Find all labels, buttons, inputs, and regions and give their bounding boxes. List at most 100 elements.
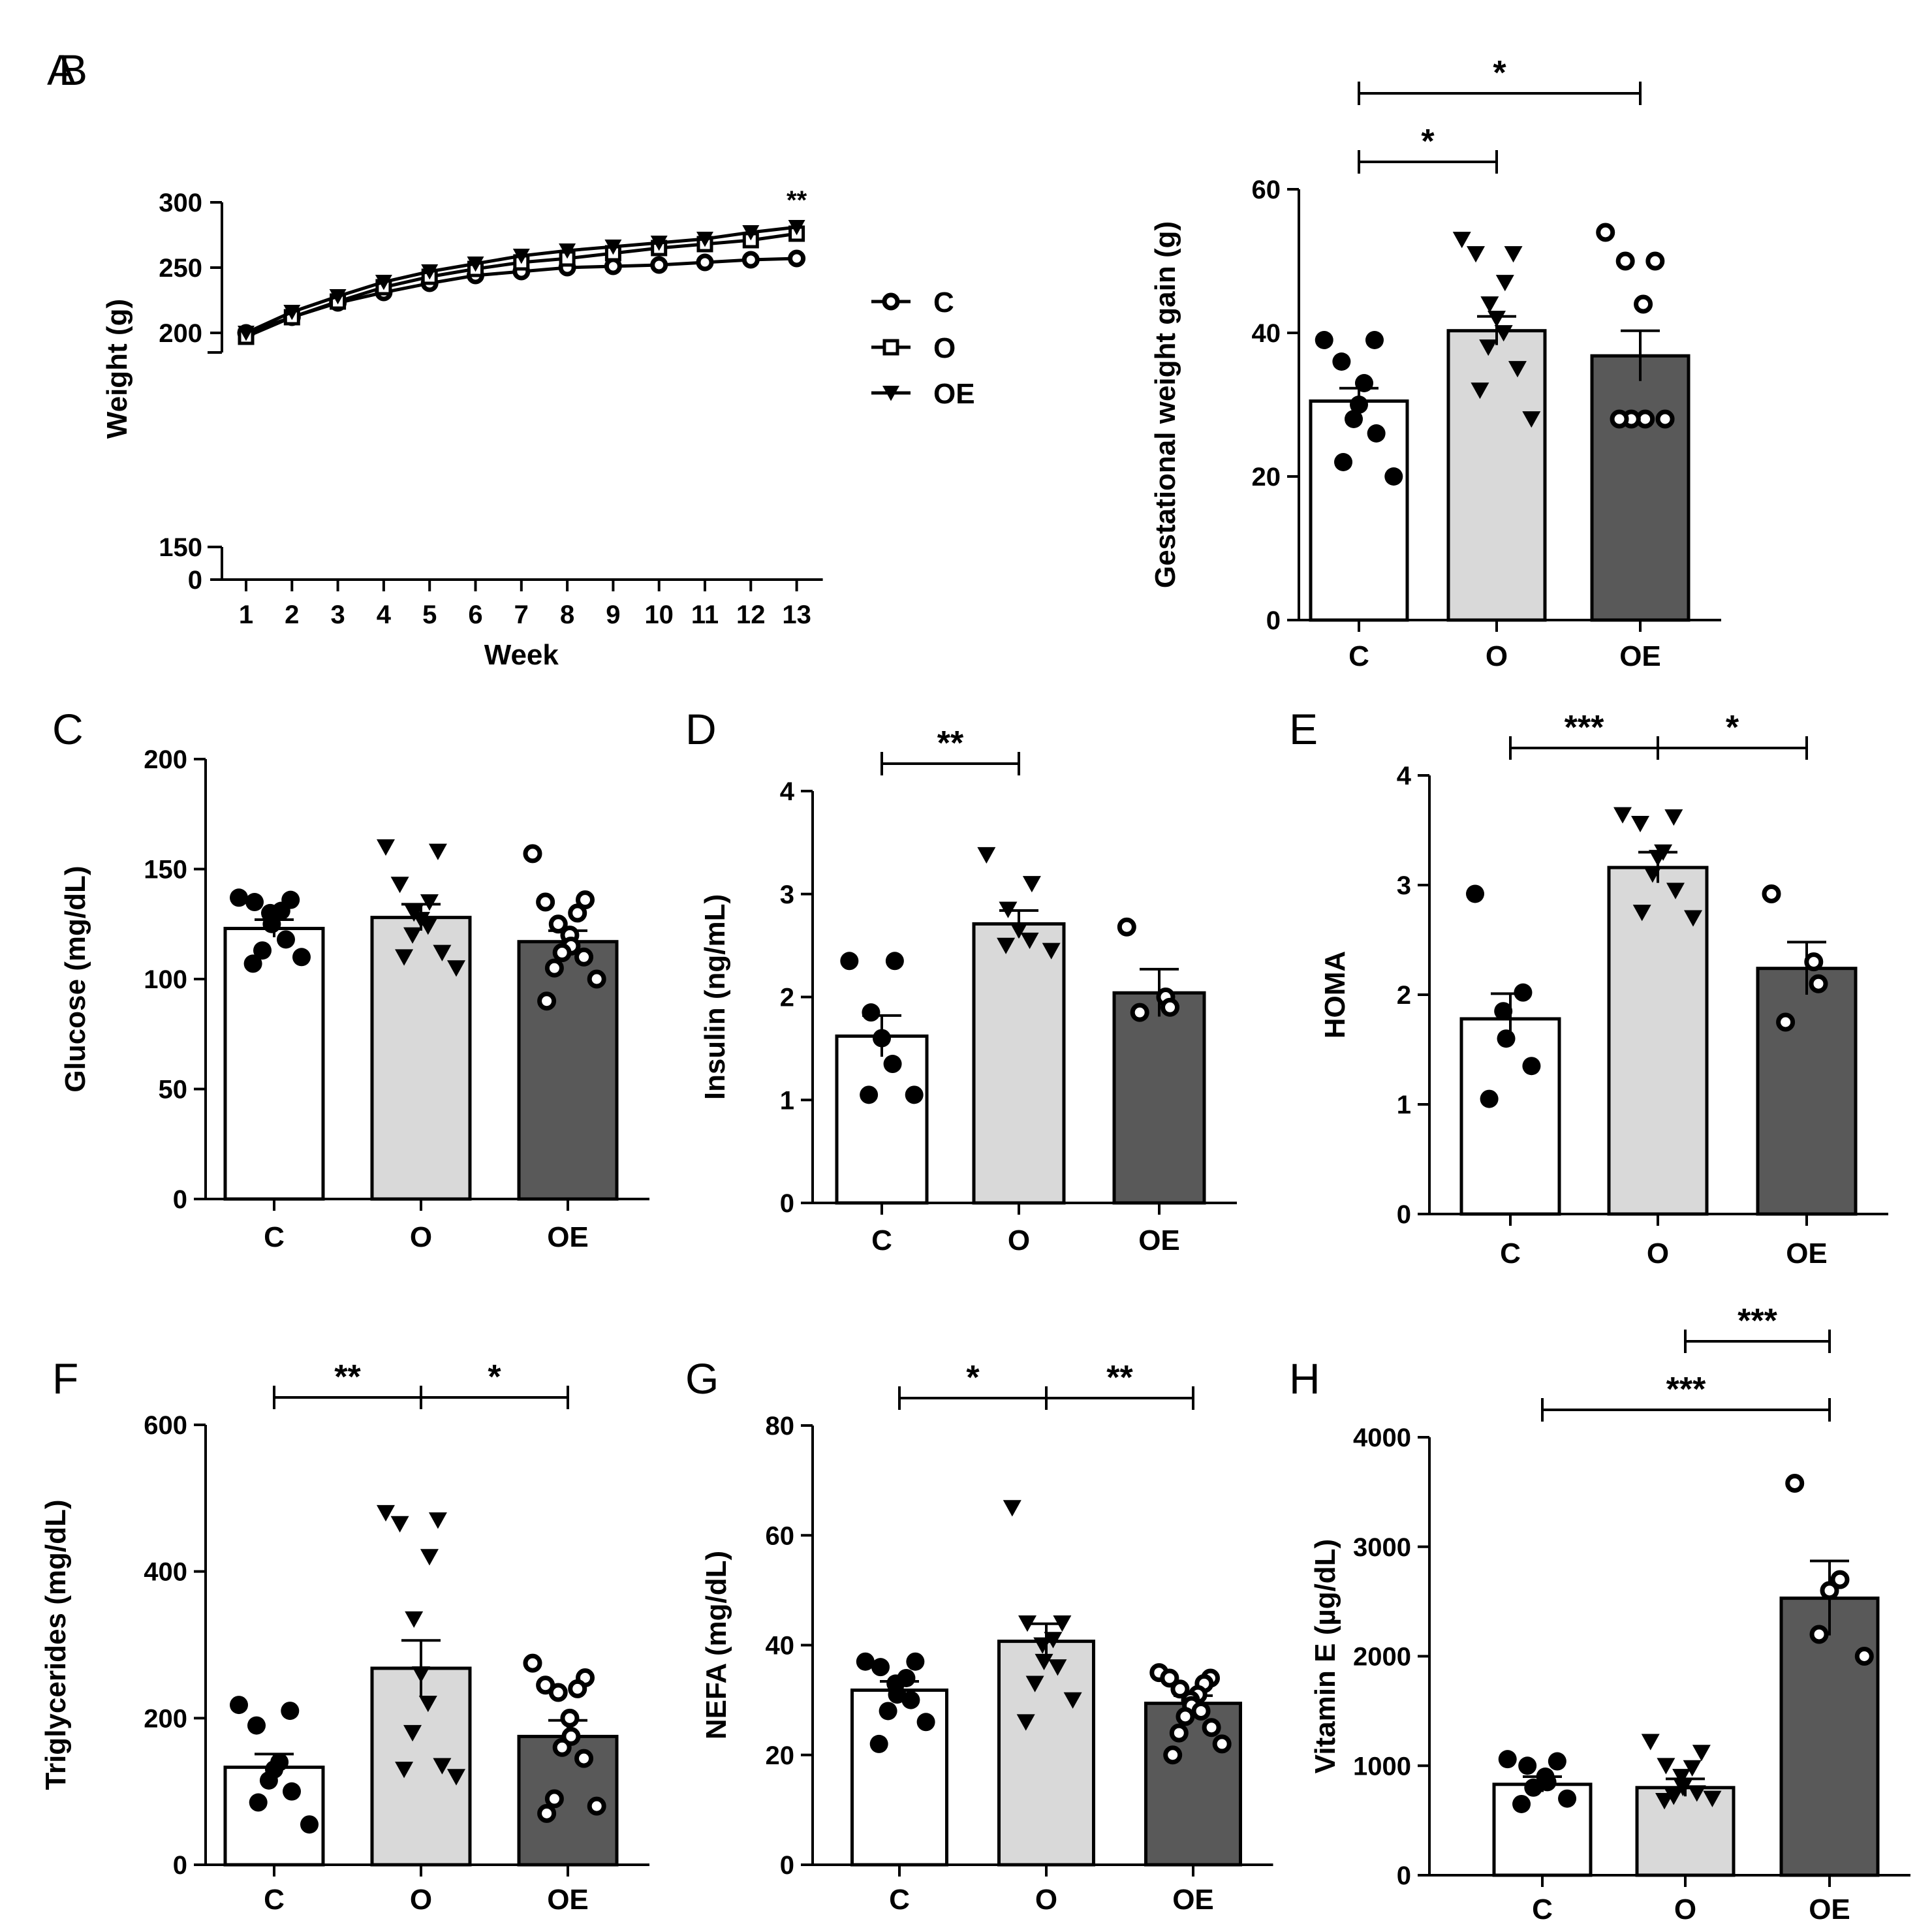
data-point-o (999, 901, 1018, 918)
data-point (650, 235, 668, 251)
data-point-o (433, 944, 452, 961)
panel-label-b: B (59, 46, 87, 94)
data-point-o (403, 927, 422, 944)
data-point-o (1022, 876, 1041, 893)
x-axis-title-a: Week (484, 639, 559, 671)
sig-label: * (1421, 123, 1435, 161)
data-point-oe (552, 1737, 572, 1757)
data-point-c (283, 1782, 301, 1801)
data-point-o (418, 1695, 437, 1713)
bar-o (1635, 1786, 1736, 1877)
series-oe (238, 219, 805, 341)
y-tick-label: 600 (144, 1411, 187, 1440)
data-point-o (1664, 1788, 1683, 1805)
data-point-c (245, 893, 264, 912)
category-label-o: O (410, 1884, 432, 1916)
category-label-oe: OE (1138, 1224, 1180, 1256)
data-point-c (1480, 1089, 1499, 1108)
y-tick-label: 2 (1397, 981, 1411, 1010)
panel-label-f: F (52, 1354, 78, 1403)
data-point-oe (1130, 1003, 1149, 1022)
data-point-oe (537, 991, 557, 1011)
data-point-oe (537, 1803, 557, 1823)
data-point-o (395, 1762, 414, 1779)
data-point-o (447, 1769, 465, 1786)
data-point-o (1683, 1760, 1702, 1777)
data-point-o (1655, 1793, 1674, 1810)
category-label-c: C (871, 1224, 892, 1256)
data-point-oe (1645, 251, 1665, 271)
x-tick-label-a: 2 (285, 600, 299, 629)
x-tick-label-a: 10 (644, 600, 674, 629)
data-point-c (873, 1029, 891, 1048)
x-tick-label-a: 1 (239, 600, 253, 629)
data-point-oe (548, 1683, 568, 1702)
data-point-c (1315, 331, 1333, 349)
y-tick-label-a: 200 (159, 319, 202, 348)
category-label-oe: OE (547, 1884, 589, 1916)
y-axis-title-a: Weight (g) (101, 299, 133, 439)
data-point-c (249, 1793, 268, 1812)
data-point-o (1479, 339, 1498, 356)
bar-o (972, 922, 1066, 1205)
data-point-c (1548, 1752, 1566, 1771)
data-point-c (1384, 467, 1403, 486)
data-point (283, 304, 301, 320)
y-tick-label: 0 (780, 1851, 794, 1880)
legend-a: CO OE (871, 287, 975, 410)
data-point-o (1063, 1692, 1082, 1709)
data-point-c (1538, 1773, 1557, 1792)
data-point-c (905, 1085, 924, 1104)
data-point-c (1354, 374, 1373, 392)
data-point-o (1452, 232, 1471, 249)
data-point-o (1674, 1779, 1692, 1797)
category-label-o: O (1647, 1238, 1669, 1270)
bar-oe (1756, 967, 1858, 1216)
data-point-o (1467, 246, 1486, 263)
data-point-c (1512, 1794, 1531, 1813)
y-tick-label-a: 300 (159, 189, 202, 217)
y-tick-label: 0 (1266, 606, 1281, 635)
bar-o (997, 1640, 1095, 1867)
y-axis-title: Gestational weight gain (g) (1149, 221, 1181, 588)
y-axis-title: HOMA (1319, 951, 1351, 1038)
data-point-o (377, 1504, 395, 1522)
data-point-c (1558, 1789, 1577, 1808)
data-point-o (428, 843, 447, 860)
y-tick-label: 0 (780, 1189, 794, 1218)
x-tick-label-a: 11 (691, 600, 719, 629)
data-point-c (300, 1815, 319, 1834)
x-tick-label-a: 9 (606, 600, 620, 629)
x-tick-label-a: 6 (468, 600, 482, 629)
data-point-o (1687, 1785, 1706, 1802)
data-point (741, 251, 760, 269)
data-point-oe (536, 892, 555, 912)
data-point (559, 243, 576, 259)
category-label-oe: OE (1172, 1884, 1214, 1916)
y-tick-label: 1000 (1353, 1752, 1411, 1781)
legend-marker (882, 292, 900, 311)
data-point-c (247, 1716, 266, 1735)
y-tick-label: 3000 (1353, 1533, 1411, 1562)
data-point-o (1703, 1790, 1722, 1807)
data-point-c (1350, 396, 1368, 414)
y-tick-label: 20 (1252, 463, 1281, 491)
data-point-c (292, 948, 311, 967)
y-tick-label: 3 (1397, 871, 1411, 900)
x-tick-label-a: 3 (330, 600, 345, 629)
sig-label: * (1493, 54, 1506, 92)
data-point-o (1684, 910, 1702, 927)
data-point-oe (560, 1708, 580, 1728)
y-tick-label: 40 (766, 1632, 795, 1660)
category-label-o: O (1674, 1893, 1696, 1925)
data-point-oe (1804, 952, 1824, 972)
data-point-c (277, 930, 295, 949)
panel-label-e: E (1289, 705, 1318, 753)
data-point-oe (1830, 1570, 1850, 1589)
data-point-oe (1610, 409, 1629, 429)
panel-label-g: G (685, 1354, 719, 1403)
sig-label: * (966, 1359, 980, 1397)
data-point-oe (523, 1653, 542, 1673)
